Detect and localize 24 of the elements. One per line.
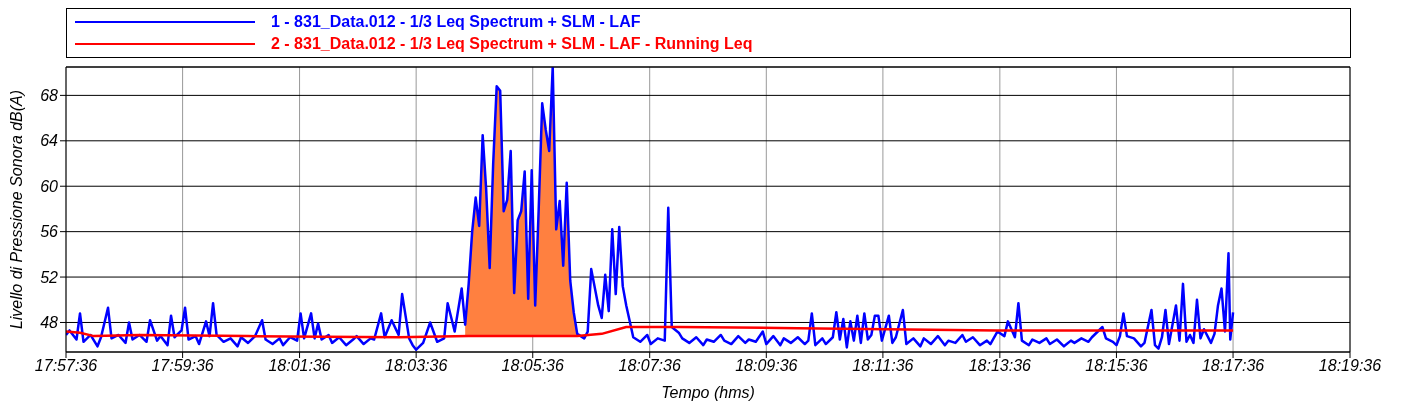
x-tick-label: 18:17:36 (1201, 357, 1265, 375)
x-tick-label: 17:57:36 (34, 357, 98, 375)
y-tick-label: 68 (40, 87, 59, 105)
x-tick-label: 18:13:36 (968, 357, 1032, 375)
y-tick-label: 48 (40, 314, 59, 332)
x-tick-label: 18:07:36 (618, 357, 681, 375)
y-tick-label: 56 (40, 223, 59, 241)
x-tick-label: 18:01:36 (268, 357, 331, 375)
x-tick-label: 18:09:36 (735, 357, 798, 375)
y-tick-label: 60 (40, 177, 59, 195)
text: 2 - 831_Data.012 - 1/3 Leq Spectrum + SLM - LAF - Running Leq (271, 35, 753, 53)
y-tick-label: 52 (40, 268, 59, 286)
x-tick-label: 18:03:36 (385, 357, 448, 375)
x-tick-label: 18:15:36 (1085, 357, 1148, 375)
text: 1 - 831_Data.012 - 1/3 Leq Spectrum + SLM - LAF (271, 13, 641, 31)
y-tick-label: 64 (40, 132, 59, 150)
x-axis-title: Tempo (hms) (661, 384, 755, 401)
x-tick-label: 18:11:36 (852, 357, 914, 375)
x-tick-label: 18:19:36 (1318, 357, 1382, 375)
x-tick-label: 18:05:36 (501, 357, 564, 375)
line-series (66, 67, 1235, 351)
line-series (66, 325, 1235, 339)
y-axis-title: Livello di Pressione Sonora dB(A) (7, 89, 25, 330)
x-tick-label: 17:59:36 (151, 357, 214, 375)
